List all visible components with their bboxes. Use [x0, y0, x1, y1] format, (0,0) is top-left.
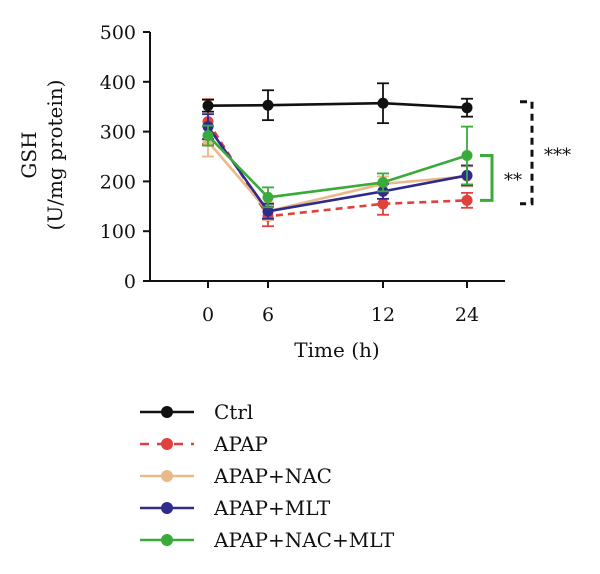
legend-swatch-marker	[161, 438, 173, 450]
legend-swatch-marker	[161, 502, 173, 514]
y-axis-title-line1: GSH	[17, 131, 41, 178]
data-point	[262, 191, 274, 203]
x-tick-label: 24	[455, 304, 479, 326]
series-line	[207, 101, 468, 109]
legend-swatch-marker	[161, 470, 173, 482]
data-point	[377, 176, 389, 188]
significance-layer: *****	[480, 100, 571, 206]
significance-label: **	[504, 170, 522, 191]
y-tick-label: 100	[100, 221, 136, 243]
legend-item: APAP+NAC+MLT	[140, 528, 395, 552]
data-point	[202, 100, 214, 112]
series-line	[207, 140, 468, 213]
significance-label: ***	[544, 145, 571, 166]
data-point	[262, 99, 274, 111]
legend-item: Ctrl	[140, 400, 253, 424]
x-axis-title: Time (h)	[294, 338, 379, 362]
axes: 0 100 200 300 400 500 0 6 12 24	[100, 22, 505, 326]
y-axis-title-line2: (U/mg protein)	[43, 80, 67, 231]
x-tick-label: 6	[262, 304, 274, 326]
legend-item: APAP	[140, 432, 268, 456]
bracket-line	[480, 154, 494, 202]
legend-item: APAP+MLT	[140, 496, 331, 520]
data-point	[461, 194, 473, 206]
y-tick-label: 400	[100, 72, 136, 94]
legend-swatch-marker	[161, 406, 173, 418]
legend-label: APAP+MLT	[213, 496, 331, 520]
series-line	[206, 125, 468, 213]
significance-bracket: ***	[520, 100, 571, 206]
legend-swatch-marker	[161, 534, 173, 546]
y-tick-label: 0	[124, 271, 136, 293]
legend-label: APAP+NAC	[213, 464, 332, 488]
x-tick-label: 0	[202, 304, 214, 326]
data-point	[461, 102, 473, 114]
data-point	[461, 150, 473, 162]
data-point	[202, 130, 214, 142]
legend-label: APAP+NAC+MLT	[213, 528, 395, 552]
legend-item: APAP+NAC	[140, 464, 332, 488]
legend-label: APAP	[213, 432, 268, 456]
series-line	[206, 120, 468, 218]
series-ctrl	[202, 82, 473, 125]
legend: Ctrl APAP APAP+NAC APAP+MLT APAP+NAC+MLT	[140, 400, 395, 552]
y-tick-label: 200	[100, 171, 136, 193]
series-apap	[202, 98, 473, 228]
x-tick-label: 12	[371, 304, 395, 326]
y-tick-label: 500	[100, 22, 136, 44]
series-apap-nac-mlt	[202, 124, 473, 209]
y-tick-label: 300	[100, 122, 136, 144]
data-point	[262, 205, 274, 217]
series-line	[207, 134, 468, 199]
data-point	[377, 198, 389, 210]
significance-bracket: **	[480, 154, 522, 202]
bracket-line	[520, 100, 534, 206]
legend-label: Ctrl	[214, 400, 253, 424]
data-point	[377, 97, 389, 109]
series-layer	[202, 82, 473, 228]
